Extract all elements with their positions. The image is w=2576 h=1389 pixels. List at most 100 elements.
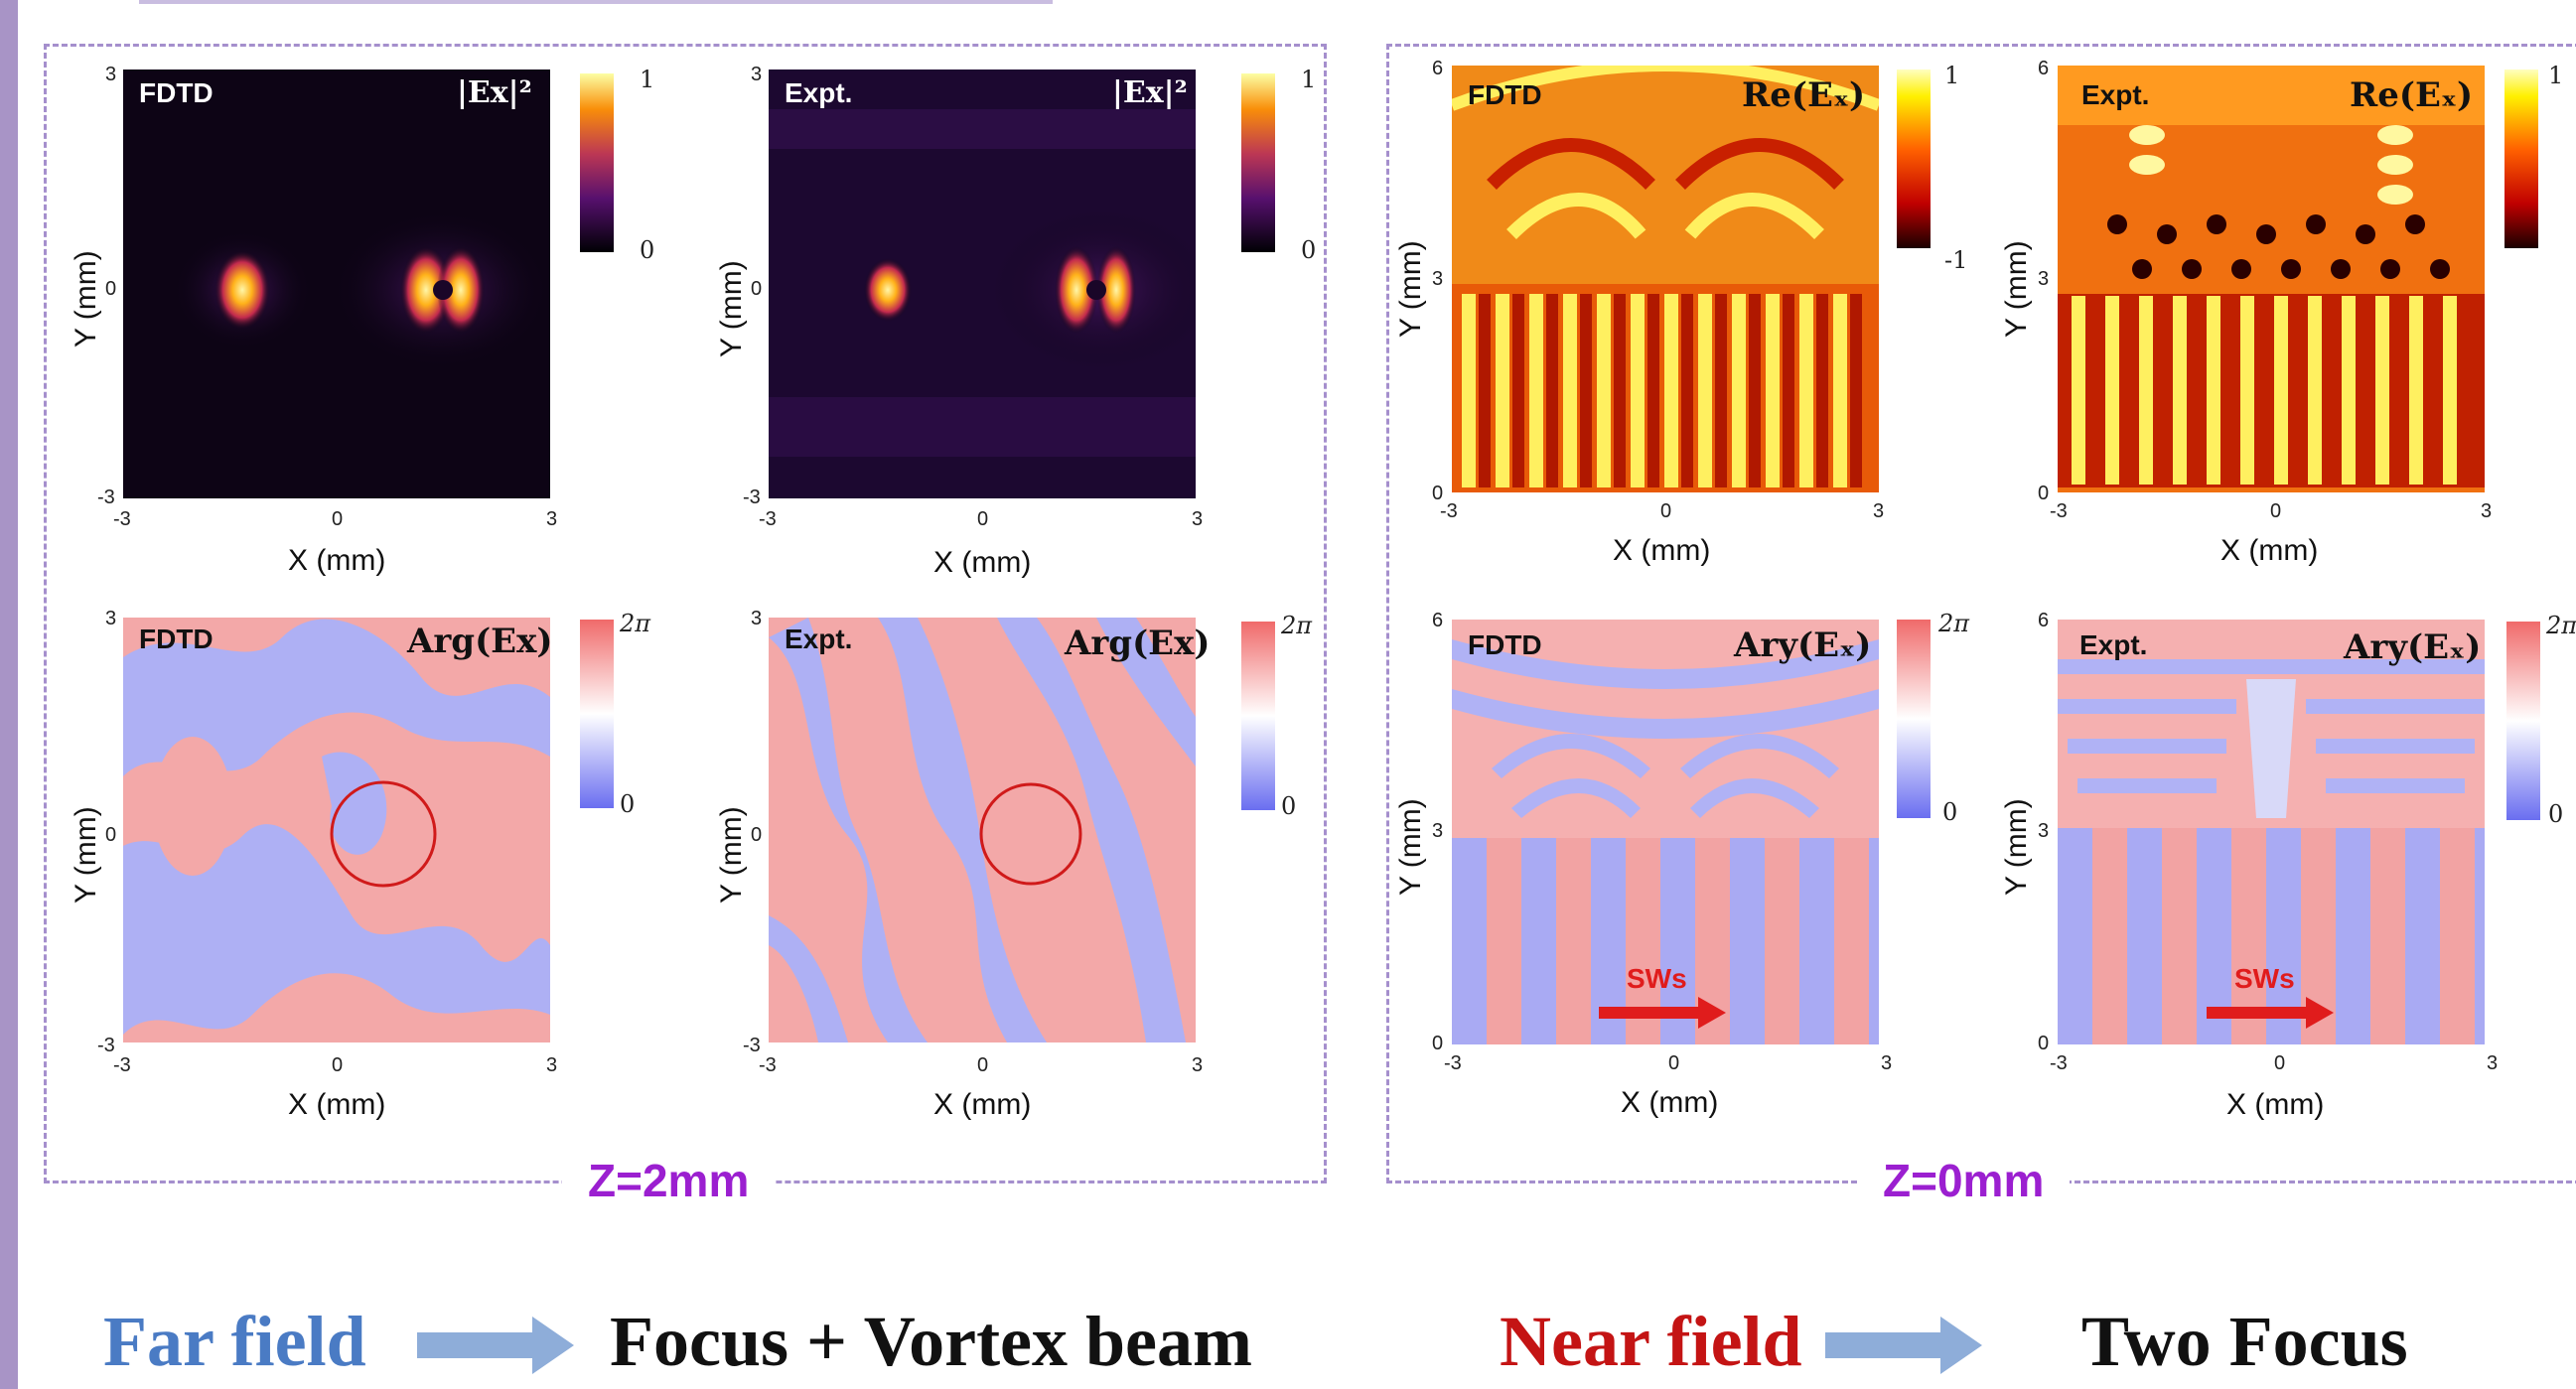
- y-tick: 6: [2038, 58, 2050, 79]
- far-intensity-fdtd-map: [123, 69, 550, 498]
- sws-arrow: SWs: [1599, 963, 1728, 1036]
- near-field-arrow-icon: [1825, 1317, 1982, 1374]
- colorbar-max: 2π: [1281, 612, 1313, 639]
- far-phase-expt-panel: Expt. Arg(Ex) 3 0 -3 -3 0 3 X (mm) Y (mm…: [715, 606, 1313, 1142]
- panel-quantity-label: Re(Eₓ): [2350, 75, 2474, 115]
- x-tick: -3: [2050, 500, 2068, 522]
- far-field-arrow-icon: [417, 1317, 574, 1374]
- colorbar-max: 2π: [1938, 610, 1970, 637]
- far-intensity-expt-map: [769, 69, 1196, 498]
- colorbar: [2504, 69, 2538, 248]
- panel-quantity-label: Arg(Ex): [407, 622, 553, 661]
- panel-quantity-label: Ary(Eₓ): [1734, 625, 1872, 665]
- y-tick: 3: [751, 608, 763, 629]
- y-tick: 3: [105, 608, 117, 629]
- panel-source-label: FDTD: [139, 624, 214, 654]
- panel-source-label: FDTD: [139, 77, 214, 108]
- colorbar-max: 1: [1944, 62, 1960, 89]
- colorbar: [580, 620, 614, 808]
- y-tick: -3: [97, 1035, 115, 1056]
- y-tick: 0: [1432, 483, 1444, 504]
- y-tick: 0: [2038, 1033, 2050, 1054]
- panel-source-label: Expt.: [785, 624, 853, 654]
- z-label-far: Z=2mm: [562, 1154, 776, 1207]
- y-axis-label: Y (mm): [715, 806, 748, 903]
- y-tick: -3: [743, 1035, 761, 1056]
- y-tick: 0: [751, 278, 763, 300]
- near-field-label: Near field: [1500, 1302, 1802, 1381]
- y-axis-label: Y (mm): [1394, 798, 1427, 896]
- x-tick: -3: [759, 1054, 777, 1076]
- x-axis-label: X (mm): [933, 546, 1032, 579]
- standing-wave-columns: [1462, 294, 1862, 487]
- x-tick: -3: [113, 508, 131, 530]
- colorbar-min: 0: [1301, 236, 1317, 264]
- x-tick: -3: [759, 508, 777, 530]
- panel-source-label: Expt.: [2081, 79, 2150, 110]
- x-tick: 0: [977, 1054, 989, 1076]
- y-tick: 6: [1432, 610, 1444, 631]
- panel-source-label: Expt.: [2079, 629, 2148, 660]
- x-tick: 3: [546, 508, 558, 530]
- colorbar: [2506, 622, 2540, 820]
- y-tick: 0: [105, 278, 117, 300]
- colorbar: [1897, 69, 1931, 248]
- colorbar-min: 0: [1281, 792, 1297, 820]
- standing-wave-spots: [2058, 294, 2485, 487]
- panel-quantity-label: |Ex|²: [1112, 75, 1188, 110]
- x-tick: 3: [1192, 1054, 1204, 1076]
- colorbar: [1241, 622, 1275, 810]
- x-axis-label: X (mm): [288, 544, 386, 577]
- y-axis-label: Y (mm): [70, 806, 102, 903]
- near-real-fdtd-map: [1452, 66, 1879, 492]
- x-tick: 0: [2274, 1052, 2286, 1074]
- panel-source-label: FDTD: [1468, 629, 1542, 660]
- panel-source-label: FDTD: [1468, 79, 1542, 110]
- near-phase-expt-panel: Expt. Ary(Eₓ) SWs 6 3 0 -3 0 3 X (mm) Y …: [1996, 608, 2576, 1144]
- colorbar-max: 2π: [2546, 612, 2576, 639]
- colorbar-min: -1: [1944, 246, 1968, 274]
- far-intensity-expt-panel: Expt. |Ex|² 3 0 -3 -3 0 3 X (mm) Y (mm) …: [715, 60, 1316, 596]
- x-tick: 3: [1881, 1052, 1893, 1074]
- y-tick: 3: [1432, 820, 1444, 842]
- x-tick: 0: [332, 508, 344, 530]
- colorbar-max: 1: [640, 66, 655, 93]
- x-tick: 3: [546, 1054, 558, 1076]
- sws-label: SWs: [2234, 963, 2295, 994]
- panel-quantity-label: Ary(Eₓ): [2344, 627, 2482, 667]
- y-tick: 3: [2038, 820, 2050, 842]
- panel-quantity-label: |Ex|²: [457, 75, 532, 110]
- colorbar: [1897, 620, 1931, 818]
- panel-quantity-label: Re(Eₓ): [1742, 75, 1866, 115]
- x-tick: -3: [2050, 1052, 2068, 1074]
- panel-source-label: Expt.: [785, 77, 853, 108]
- colorbar: [1241, 73, 1275, 252]
- x-axis-label: X (mm): [2226, 1088, 2325, 1121]
- near-phase-expt-map: [2058, 620, 2485, 1044]
- left-accent-bar: [0, 0, 18, 1389]
- y-axis-label: Y (mm): [715, 260, 748, 357]
- y-tick: 3: [2038, 268, 2050, 290]
- y-tick: 3: [1432, 268, 1444, 290]
- x-tick: 0: [977, 508, 989, 530]
- y-tick: 3: [105, 64, 117, 85]
- colorbar-min: 0: [620, 790, 636, 818]
- near-field-result: Two Focus: [2081, 1302, 2408, 1381]
- x-tick: 0: [1668, 1052, 1680, 1074]
- panel-quantity-label: Arg(Ex): [1065, 624, 1211, 663]
- y-tick: 3: [751, 64, 763, 85]
- near-real-expt-panel: Expt. Re(Eₓ) 6 3 0 -3 0 3 X (mm) Y (mm) …: [1996, 56, 2576, 592]
- sws-arrow: SWs: [2207, 963, 2336, 1036]
- far-phase-fdtd-map: [123, 618, 550, 1042]
- far-intensity-fdtd-panel: FDTD |Ex|² 3 0 -3 -3 0 3 X (mm) Y (mm) 1…: [70, 60, 665, 596]
- near-real-expt-map: [2058, 66, 2485, 492]
- x-tick: 3: [2481, 500, 2493, 522]
- x-tick: 0: [332, 1054, 344, 1076]
- near-phase-fdtd-panel: FDTD Ary(Eₓ) SWs 6 3 0 -3 0 3 X (mm) Y (…: [1390, 608, 1986, 1144]
- far-field-label: Far field: [103, 1302, 366, 1381]
- z-label-near: Z=0mm: [1857, 1154, 2071, 1207]
- top-accent-line: [139, 0, 1053, 4]
- colorbar: [580, 73, 614, 252]
- colorbar-min: 0: [1942, 798, 1958, 826]
- far-phase-expt-map: [769, 618, 1196, 1042]
